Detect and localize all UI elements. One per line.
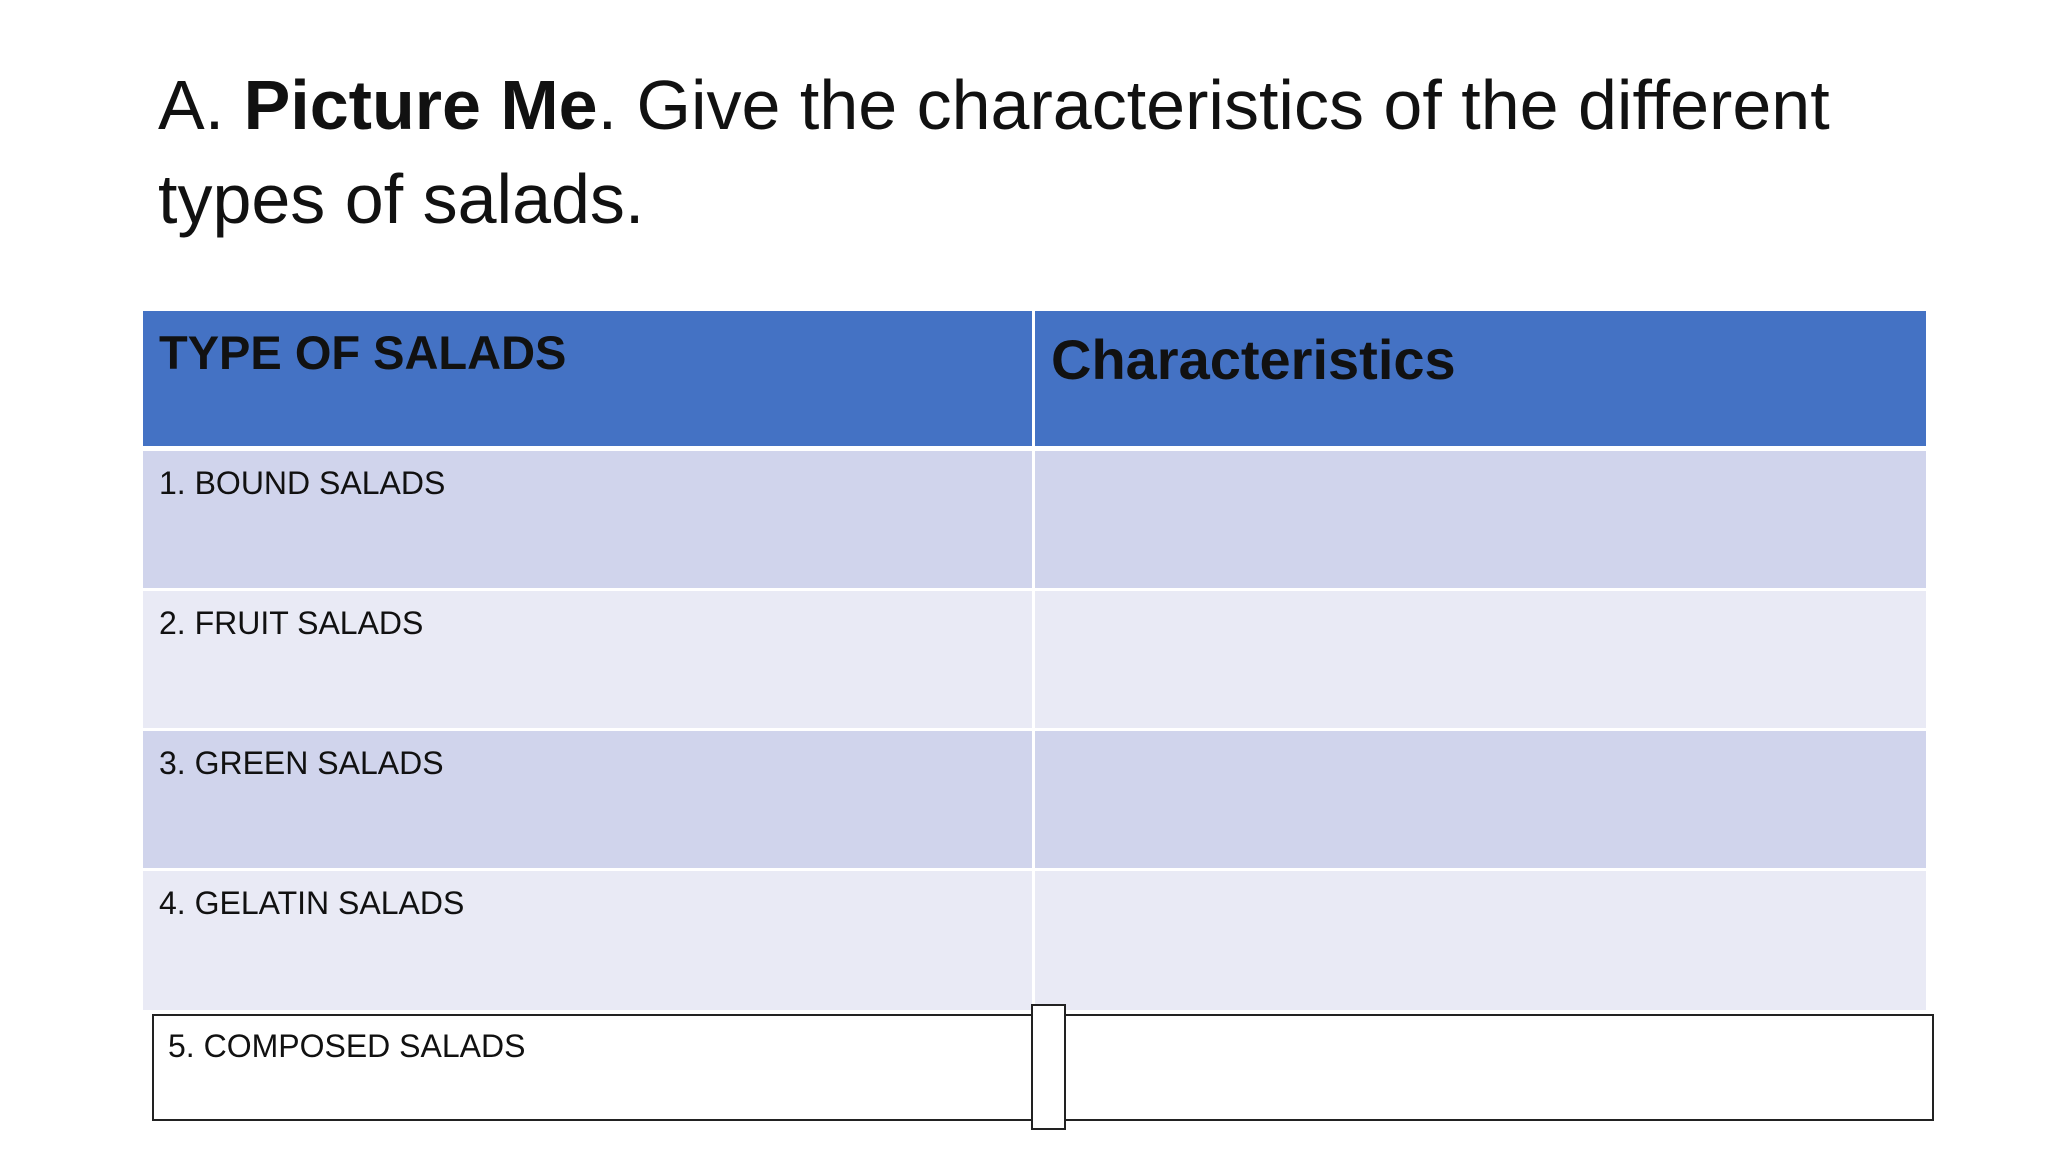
table-cell xyxy=(1035,871,1926,1010)
title-bold: Picture Me xyxy=(243,66,598,144)
header-cell: Characteristics xyxy=(1035,311,1926,446)
header-cell: TYPE OF SALADS xyxy=(143,311,1032,446)
table-cell: 2. FRUIT SALADS xyxy=(143,591,1032,728)
table-cell: 4. GELATIN SALADS xyxy=(143,871,1032,1010)
cursor-box xyxy=(1031,1004,1066,1130)
table-cell xyxy=(1035,591,1926,728)
table-cell: 3. GREEN SALADS xyxy=(143,731,1032,868)
table-cell: 1. BOUND SALADS xyxy=(143,451,1032,588)
slide-title: A. Picture Me. Give the characteristics … xyxy=(158,58,1858,246)
table-cell: 5. COMPOSED SALADS xyxy=(168,1028,526,1064)
table-cell xyxy=(1035,451,1926,588)
title-rest: . Give the characteristics of the differ… xyxy=(158,66,1830,238)
table-cell xyxy=(1035,731,1926,868)
title-prefix: A. xyxy=(158,66,225,144)
